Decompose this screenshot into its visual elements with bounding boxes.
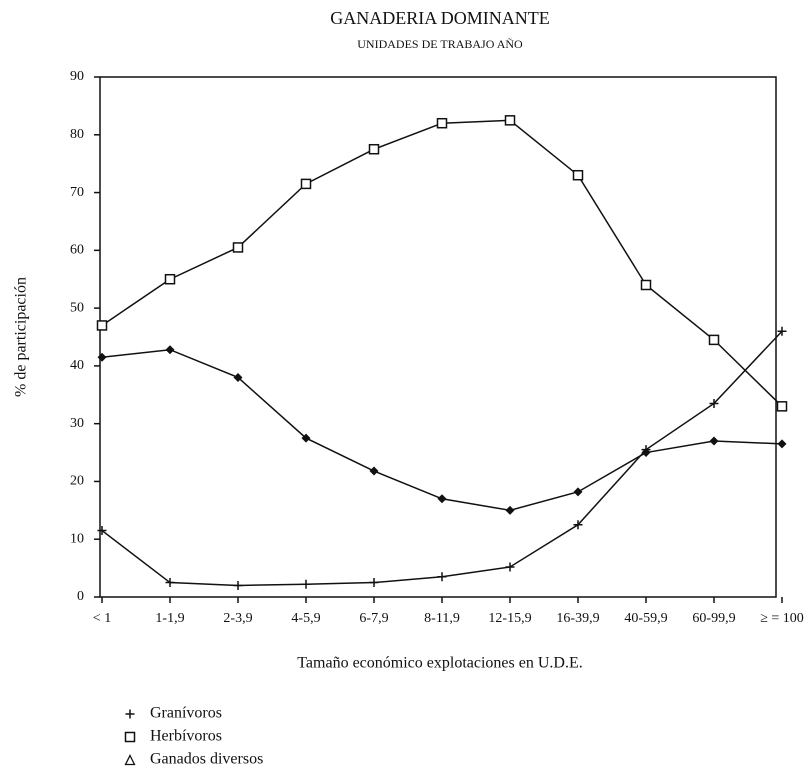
y-tick-label: 10 <box>70 531 84 546</box>
data-point <box>505 562 515 572</box>
data-point <box>164 273 176 285</box>
data-point <box>369 466 379 476</box>
x-tick-label: ≥ = 100 <box>760 611 804 626</box>
data-point <box>233 580 243 590</box>
x-axis-label: Tamaño económico explotaciones en U.D.E. <box>297 655 582 672</box>
chart-subtitle: UNIDADES DE TRABAJO AÑO <box>357 37 523 51</box>
data-point <box>709 436 719 446</box>
legend-symbol <box>124 731 136 743</box>
data-point <box>709 398 719 408</box>
x-tick-label: 8-11,9 <box>424 611 460 626</box>
data-point <box>573 487 583 497</box>
y-tick-label: 70 <box>70 185 84 200</box>
data-point <box>573 520 583 530</box>
plot-frame <box>99 76 777 598</box>
x-tick-label: 60-99,9 <box>692 611 735 626</box>
data-point <box>436 117 448 129</box>
y-tick-label: 0 <box>77 589 84 604</box>
data-point <box>708 334 720 346</box>
x-tick-label: 12-15,9 <box>488 611 531 626</box>
data-point <box>300 178 312 190</box>
data-point <box>165 578 175 588</box>
x-tick-label: 6-7,9 <box>359 611 388 626</box>
data-point <box>232 242 244 253</box>
y-tick-label: 20 <box>70 474 84 489</box>
data-point <box>301 579 311 589</box>
data-point <box>97 526 107 536</box>
data-point <box>777 326 787 336</box>
data-point <box>640 279 652 291</box>
x-tick-label: 40-59,9 <box>624 611 667 626</box>
legend-symbol <box>125 709 135 719</box>
data-point <box>777 439 787 449</box>
data-point <box>437 494 447 504</box>
data-point <box>641 448 651 458</box>
legend-symbol <box>124 754 136 766</box>
data-point <box>233 372 243 382</box>
y-tick-label: 60 <box>70 243 84 258</box>
data-point <box>776 401 788 412</box>
legend-label: Granívoros <box>150 705 222 722</box>
data-point <box>368 143 380 155</box>
series-line <box>101 330 783 587</box>
y-tick-label: 40 <box>70 358 84 373</box>
x-tick-label: 2-3,9 <box>223 611 252 626</box>
y-axis-label: % de participación <box>13 277 30 397</box>
data-point <box>505 505 515 515</box>
data-point <box>165 345 175 355</box>
y-tick-label: 80 <box>70 127 84 142</box>
data-point <box>369 578 379 588</box>
data-point <box>437 572 447 582</box>
data-point <box>301 433 311 443</box>
series-line <box>101 348 783 512</box>
data-point <box>97 352 107 362</box>
data-point <box>96 320 108 331</box>
x-tick-label: 16-39,9 <box>556 611 599 626</box>
chart-title: GANADERIA DOMINANTE <box>330 8 549 28</box>
data-point <box>504 115 516 126</box>
legend-label: Ganados diversos <box>150 751 263 768</box>
x-tick-label: 1-1,9 <box>155 611 184 626</box>
legend-label: Herbívoros <box>150 728 222 745</box>
data-point <box>572 169 584 181</box>
x-tick-label: 4-5,9 <box>291 611 320 626</box>
y-tick-label: 90 <box>70 69 84 84</box>
y-tick-label: 30 <box>70 416 84 431</box>
y-tick-label: 50 <box>70 300 84 315</box>
x-tick-label: < 1 <box>93 611 111 626</box>
